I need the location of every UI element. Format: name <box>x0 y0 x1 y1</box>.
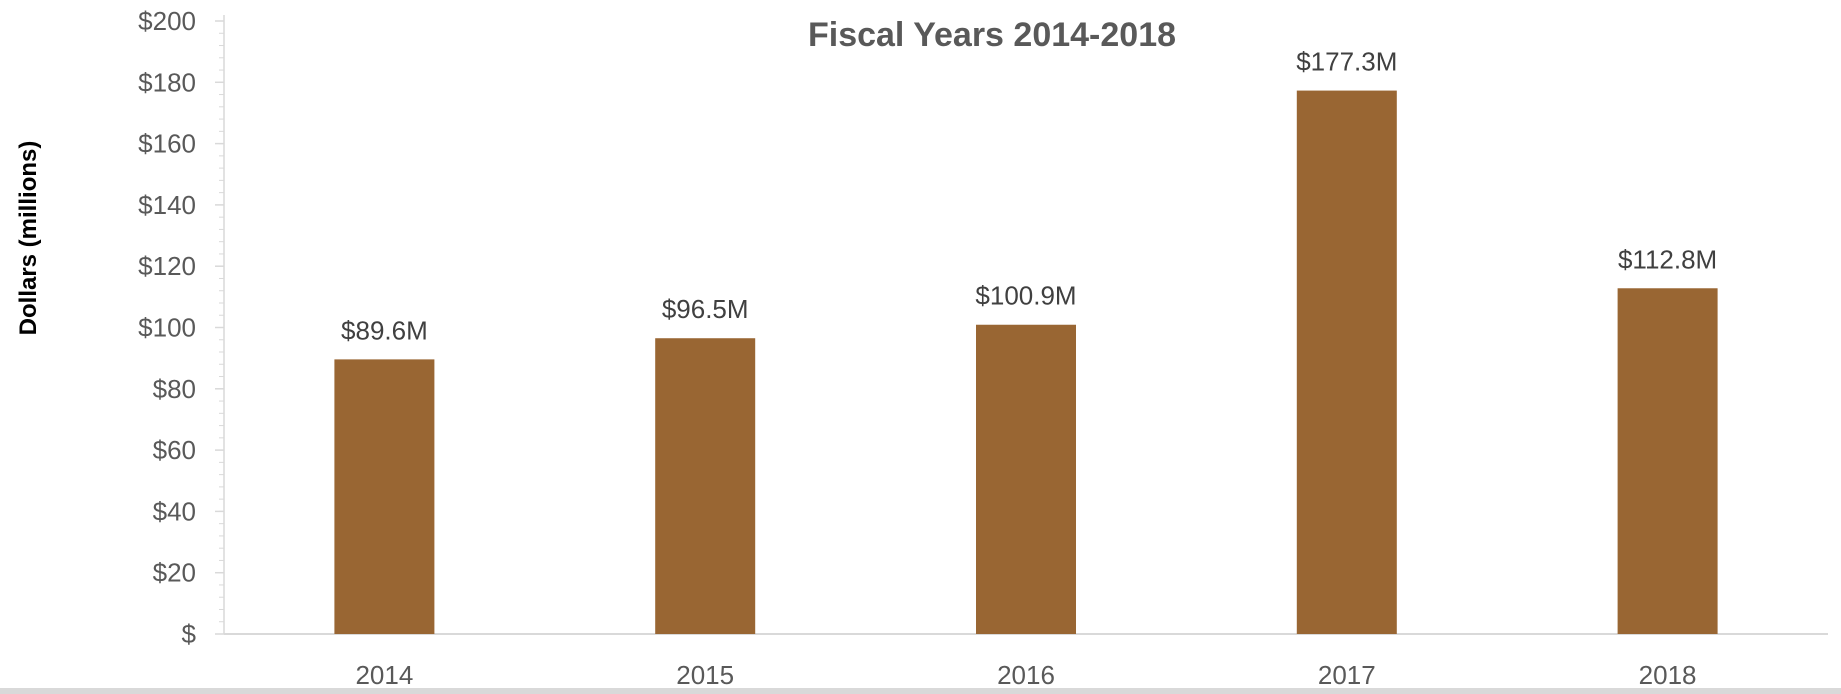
bar-2018 <box>1617 288 1718 634</box>
bar-2014 <box>334 359 435 634</box>
y-tick-label: $100 <box>138 313 196 343</box>
data-label-2016: $100.9M <box>975 281 1076 311</box>
data-label-2014: $89.6M <box>341 315 428 345</box>
y-tick-label: $180 <box>138 67 196 97</box>
x-tick-label: 2017 <box>1318 660 1376 690</box>
x-tick-label: 2014 <box>355 660 413 690</box>
x-tick-label: 2015 <box>676 660 734 690</box>
y-axis-label: Dollars (millions) <box>15 141 42 336</box>
data-label-2017: $177.3M <box>1296 47 1397 77</box>
bar-2016 <box>976 324 1076 634</box>
y-tick-label: $60 <box>153 435 196 465</box>
x-axis: 2014 2015 2016 2017 2018 <box>224 633 1828 690</box>
bars <box>334 90 1718 634</box>
chart-title: Fiscal Years 2014-2018 <box>808 16 1176 54</box>
y-tick-label: $200 <box>138 6 196 36</box>
y-tick-label: $ <box>182 619 197 649</box>
y-tick-label: $40 <box>153 496 196 526</box>
x-tick-label: 2018 <box>1639 660 1697 690</box>
data-label-2018: $112.8M <box>1618 244 1717 274</box>
x-tick-label: 2016 <box>997 660 1055 690</box>
y-tick-label: $80 <box>153 374 196 404</box>
data-label-2015: $96.5M <box>662 294 749 324</box>
y-axis: $ $20 $40 $60 $80 $100 $120 $140 $160 $180 $200 <box>138 6 225 649</box>
y-tick-label: $120 <box>138 251 196 281</box>
y-tick-label: $160 <box>138 129 196 159</box>
bar-2015 <box>655 338 756 634</box>
y-tick-label: $20 <box>153 558 196 588</box>
data-labels: $89.6M $96.5M $100.9M $177.3M $112.8M <box>341 47 1717 346</box>
y-tick-label: $140 <box>138 190 196 220</box>
bottom-border <box>0 688 1841 694</box>
bar-2017 <box>1296 90 1397 634</box>
